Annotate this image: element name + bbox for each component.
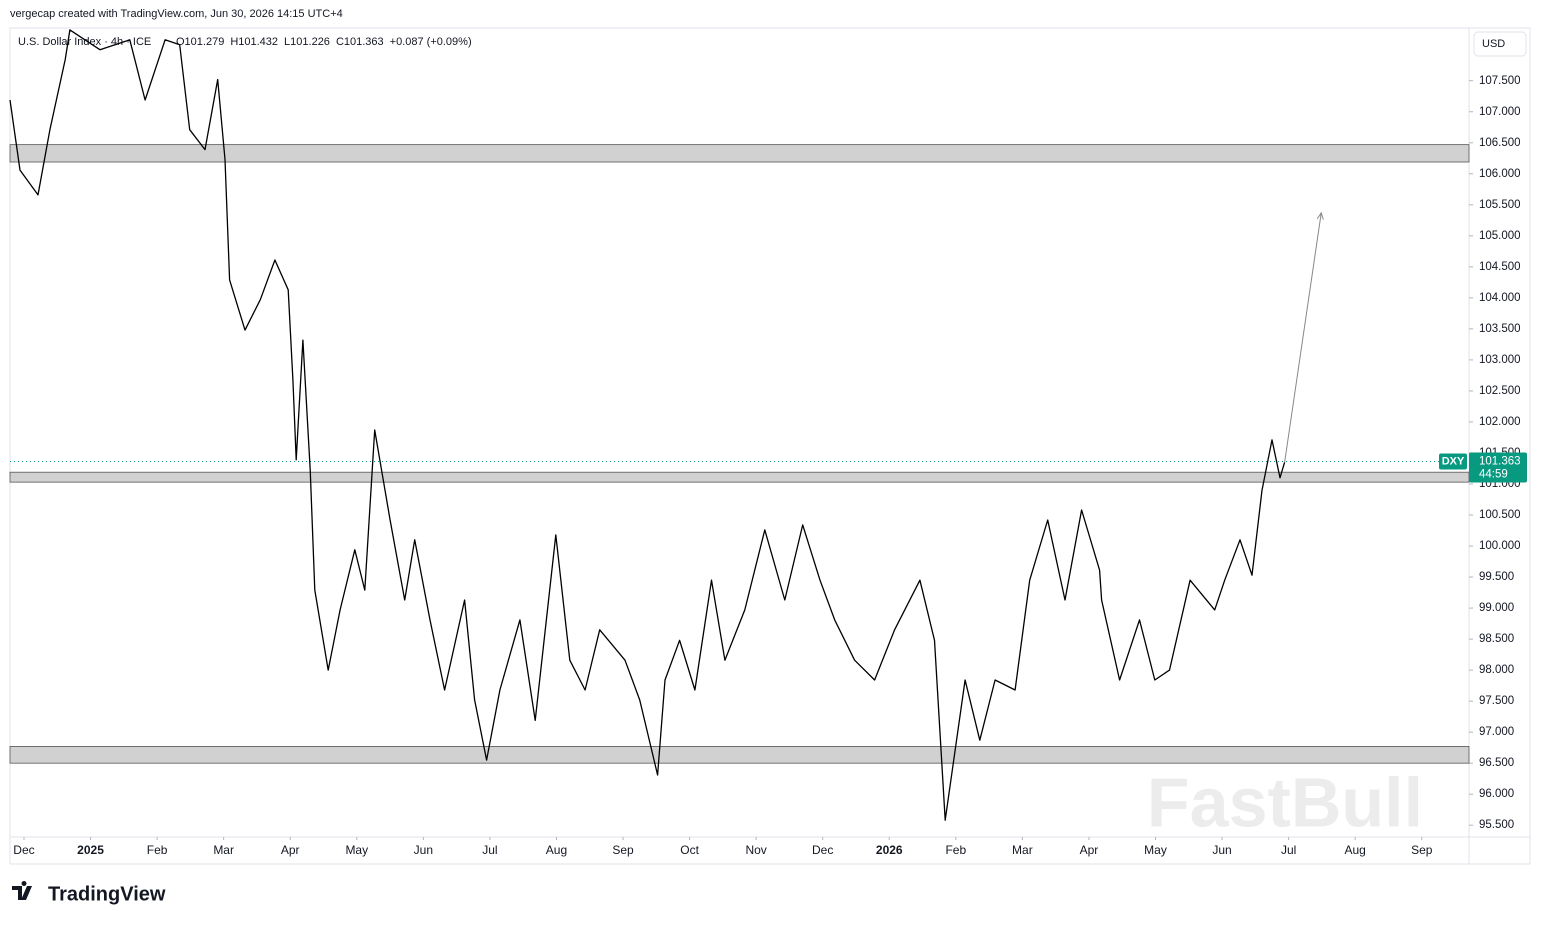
change: +0.087 (+0.09%): [390, 36, 472, 48]
x-tick-label: Oct: [680, 843, 699, 857]
currency[interactable]: USD: [1482, 38, 1505, 50]
arrow-head: [1316, 211, 1324, 220]
x-tick-label: Aug: [546, 843, 567, 857]
watermark: FastBull: [1147, 763, 1423, 841]
y-tick-label: 104.000: [1479, 292, 1521, 304]
y-tick-label: 97.000: [1479, 726, 1514, 738]
symbol-label: DXY: [1442, 455, 1465, 467]
price-line: [9, 29, 1286, 821]
x-tick-label: May: [1144, 843, 1167, 857]
x-tick-label: 2026: [876, 843, 903, 857]
x-tick-label: Dec: [13, 843, 34, 857]
y-tick-label: 100.500: [1479, 509, 1521, 521]
y-tick-label: 99.000: [1479, 602, 1514, 614]
y-tick-label: 96.000: [1479, 788, 1514, 800]
x-tick-label: Mar: [213, 843, 234, 857]
symbol-tag: [1439, 453, 1467, 470]
x-tick-label: Jun: [414, 843, 433, 857]
x-tick-label: Aug: [1345, 843, 1366, 857]
x-tick-label: Jun: [1212, 843, 1231, 857]
credit: vergecap created with TradingView.com, J…: [10, 8, 343, 20]
x-tick-label: Mar: [1012, 843, 1033, 857]
ohlc-value: O101.279: [176, 36, 224, 48]
legend: U.S. Dollar Index · 4h · ICE O101.279 H10…: [18, 36, 472, 48]
last-price: 101.363: [1479, 456, 1521, 468]
logo-icon: [12, 881, 32, 900]
logo-text: TradingView: [48, 883, 166, 905]
chart-frame: [9, 27, 1531, 865]
y-tick-label: 102.000: [1479, 416, 1521, 428]
y-tick-label: 106.500: [1479, 137, 1521, 149]
y-tick-label: 96.500: [1479, 757, 1514, 769]
y-tick-label: 107.000: [1479, 106, 1521, 118]
x-tick-label: Nov: [745, 843, 766, 857]
price-tag: [1469, 452, 1527, 483]
support-resistance-zone: [9, 471, 1470, 483]
y-tick-label: 97.500: [1479, 695, 1514, 707]
x-tick-label: Apr: [281, 843, 300, 857]
x-tick-label: Feb: [147, 843, 168, 857]
y-tick-label: 103.500: [1479, 323, 1521, 335]
y-tick-label: 105.000: [1479, 230, 1521, 242]
symbol-title: U.S. Dollar Index · 4h · ICE: [18, 36, 151, 48]
currency-button[interactable]: [1473, 31, 1527, 57]
y-tick-label: 98.000: [1479, 664, 1514, 676]
y-tick-label: 104.500: [1479, 261, 1521, 273]
y-tick-label: 106.000: [1479, 168, 1521, 180]
y-tick-label: 98.500: [1479, 633, 1514, 645]
y-tick-label: 105.500: [1479, 199, 1521, 211]
y-tick-label: 99.500: [1479, 571, 1514, 583]
ohlc-value: H101.432: [230, 36, 278, 48]
y-tick-label: 100.000: [1479, 540, 1521, 552]
x-tick-label: Apr: [1080, 843, 1099, 857]
projection-arrow: [1284, 212, 1322, 463]
y-tick-label: 95.500: [1479, 819, 1514, 831]
y-tick-label: 102.500: [1479, 385, 1521, 397]
y-tick-label: 107.500: [1479, 75, 1521, 87]
x-tick-label: Jul: [482, 843, 497, 857]
x-tick-label: Dec: [812, 843, 833, 857]
ohlc-value: L101.226: [284, 36, 330, 48]
ohlc-value: C101.363: [336, 36, 384, 48]
x-tick-label: Sep: [1411, 843, 1433, 857]
y-tick-label: 103.000: [1479, 354, 1521, 366]
x-tick-label: Feb: [945, 843, 966, 857]
x-tick-label: 2025: [77, 843, 104, 857]
x-tick-label: Sep: [612, 843, 634, 857]
support-resistance-zone: [9, 746, 1470, 764]
support-resistance-zone: [9, 144, 1470, 163]
countdown: 44:59: [1479, 469, 1508, 481]
x-tick-label: Jul: [1281, 843, 1296, 857]
x-tick-label: May: [345, 843, 368, 857]
